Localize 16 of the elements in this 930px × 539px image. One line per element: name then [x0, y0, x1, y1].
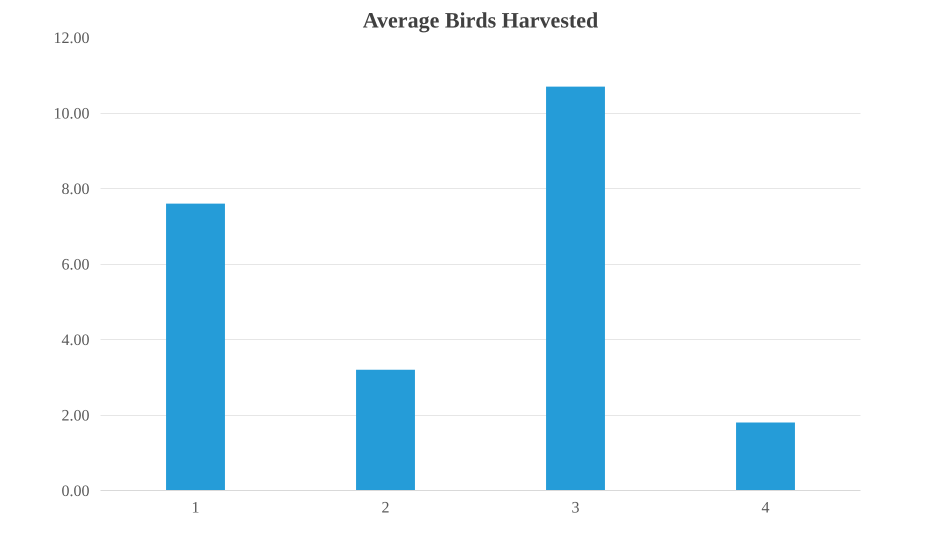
y-tick-label: 8.00 — [62, 181, 90, 198]
y-tick-label: 0.00 — [62, 483, 90, 500]
bar — [356, 370, 415, 490]
y-tick-label: 6.00 — [62, 256, 90, 274]
y-tick-label: 4.00 — [62, 332, 90, 349]
x-tick-label: 4 — [762, 500, 770, 516]
bar — [546, 86, 605, 490]
y-tick-label: 10.00 — [54, 106, 90, 122]
x-tick-label: 3 — [572, 500, 580, 516]
x-tick-label: 2 — [382, 500, 390, 516]
bar — [736, 422, 795, 490]
bar — [166, 204, 225, 490]
chart-title: Average Birds Harvested — [362, 8, 598, 32]
x-tick-label: 1 — [192, 500, 200, 516]
y-tick-label: 2.00 — [62, 408, 90, 424]
y-tick-label: 12.00 — [54, 30, 90, 47]
